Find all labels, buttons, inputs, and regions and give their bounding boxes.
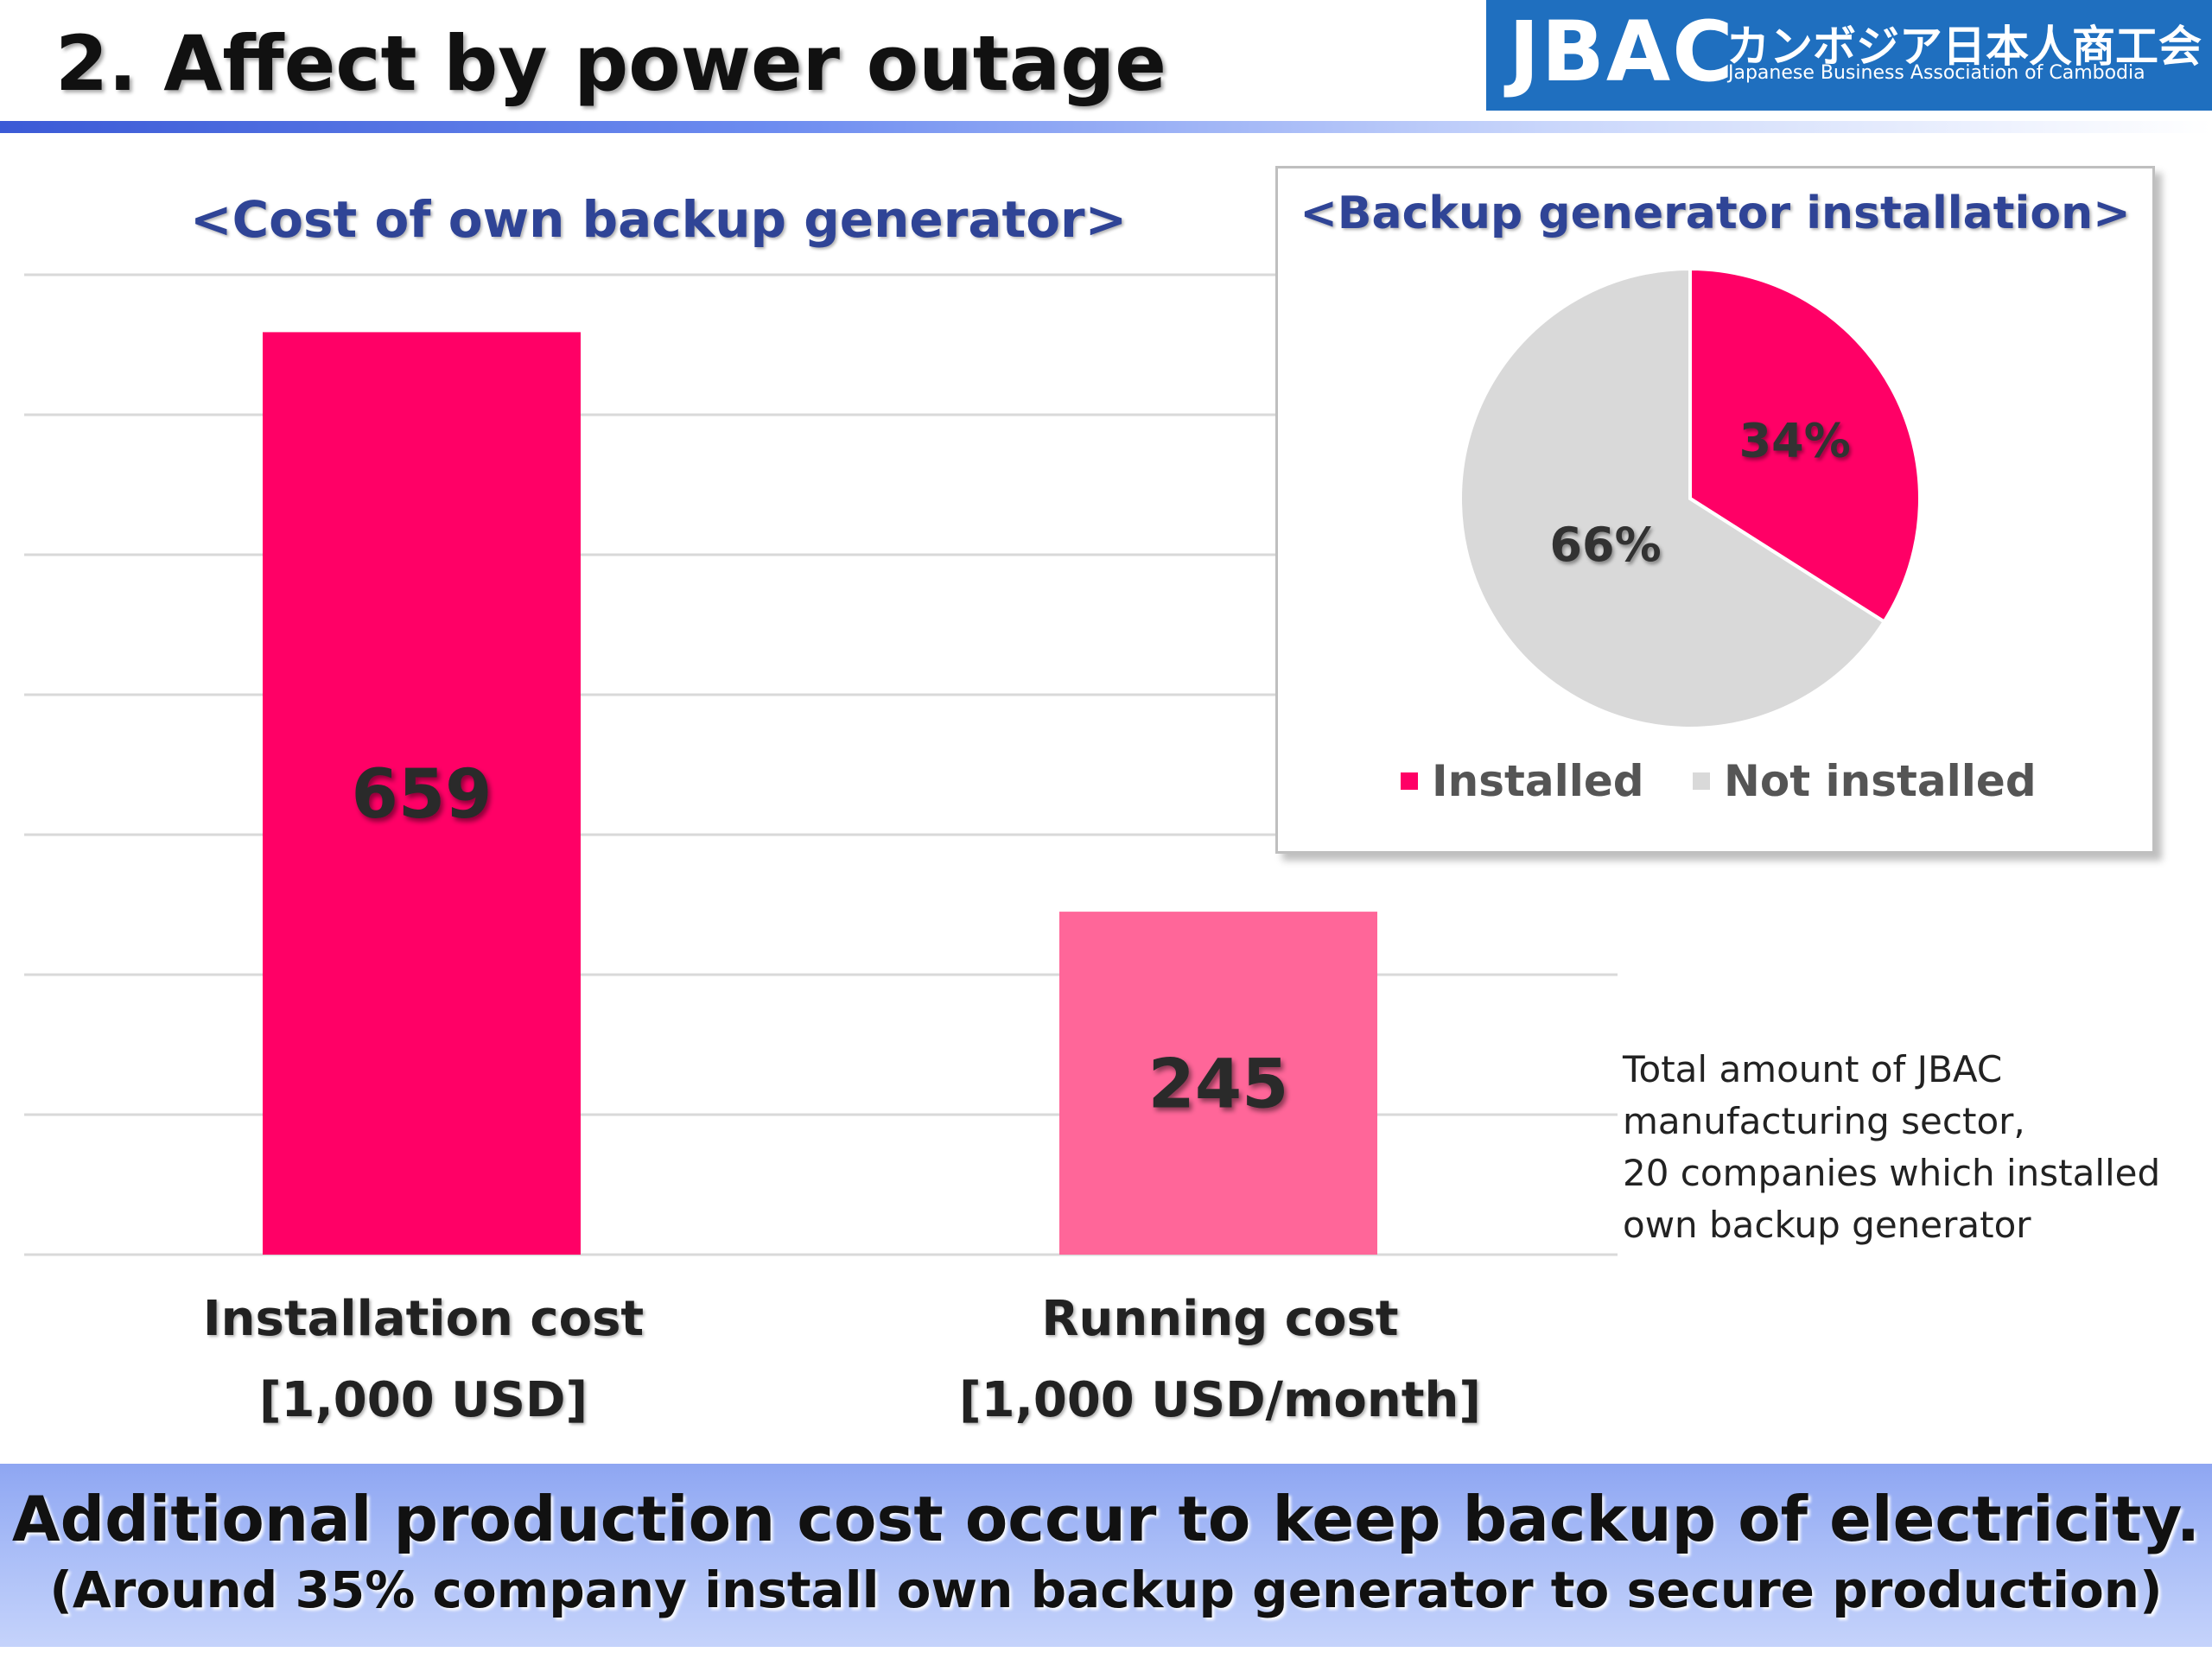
legend-label-not-installed: Not installed [1724,756,2037,806]
title-underline [0,121,2212,133]
logo-japanese-text: カンボジア日本人商工会 [1726,22,2202,72]
banner-sub-text: (Around 35% company install own backup g… [49,1560,2163,1619]
bar-running-cost [1059,912,1377,1255]
note-text: Total amount of JBAC manufacturing secto… [1623,1044,2160,1251]
pie-chart: 34% 66% [1459,266,1922,730]
bar-installation-cost [263,332,581,1255]
pie-chart-title: <Backup generator installation> [1300,188,2131,239]
pie-label-installed: 34% [1739,413,1851,467]
legend-label-installed: Installed [1432,756,1644,806]
note-line: Total amount of JBAC [1623,1048,2003,1090]
category-unit-installation: [1,000 USD] [258,1372,588,1428]
legend-item-not-installed: Not installed [1693,756,2037,806]
note-line: manufacturing sector, [1623,1100,2025,1142]
bar-chart: 659 245 [24,273,1618,1256]
legend-swatch-installed [1401,772,1418,790]
banner-main-text: Additional production cost occur to keep… [11,1483,2201,1555]
data-label-running: 245 [1148,1046,1289,1124]
note-line: own backup generator [1623,1204,2031,1246]
pie-slice-not-installed [1459,266,1887,730]
category-label-installation: Installation cost [202,1291,645,1347]
pie-label-not-installed: 66% [1549,518,1661,572]
note-line: 20 companies which installed [1623,1152,2161,1194]
logo-main-text: JBAC [1509,3,1735,100]
pie-chart-panel: <Backup generator installation> 34% 66% I… [1275,166,2155,854]
bar-chart-title: <Cost of own backup generator> [190,190,1128,249]
summary-banner: Additional production cost occur to keep… [0,1464,2212,1647]
logo-english-text: Japanese Business Association of Cambodi… [1728,62,2145,84]
category-unit-running: [1,000 USD/month] [959,1372,1481,1428]
legend-item-installed: Installed [1401,756,1644,806]
legend-swatch-not-installed [1693,772,1710,790]
page-title: 2. Affect by power outage [55,19,1166,108]
category-label-running: Running cost [1041,1291,1399,1347]
data-label-installation: 659 [352,756,493,834]
jbac-logo: JBAC カンボジア日本人商工会 Japanese Business Assoc… [1486,0,2212,111]
